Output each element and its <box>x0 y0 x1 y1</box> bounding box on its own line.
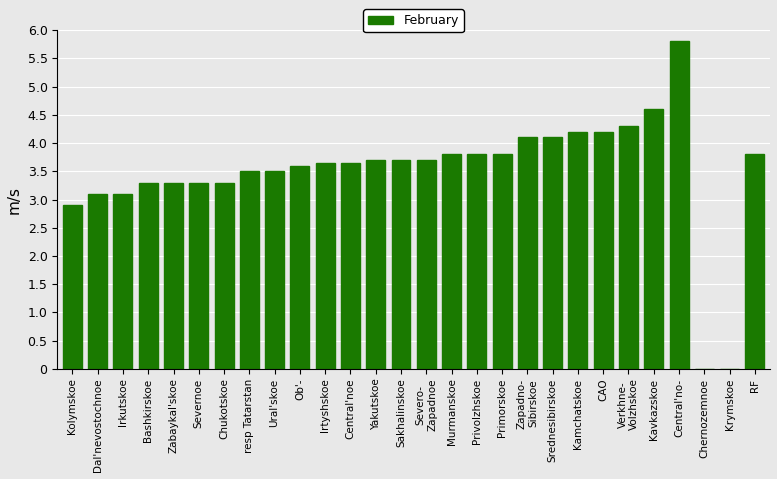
Y-axis label: m/s: m/s <box>7 185 22 214</box>
Bar <box>543 137 562 369</box>
Bar <box>190 182 208 369</box>
Bar <box>392 160 410 369</box>
Bar <box>569 132 587 369</box>
Bar <box>214 182 234 369</box>
Bar <box>518 137 537 369</box>
Bar <box>670 42 688 369</box>
Bar <box>291 166 309 369</box>
Bar <box>493 154 511 369</box>
Bar <box>341 163 360 369</box>
Bar <box>467 154 486 369</box>
Bar <box>164 182 183 369</box>
Bar <box>315 163 335 369</box>
Bar <box>644 109 664 369</box>
Bar <box>265 171 284 369</box>
Bar <box>139 182 158 369</box>
Bar <box>442 154 461 369</box>
Bar <box>88 194 107 369</box>
Bar <box>366 160 385 369</box>
Bar <box>594 132 613 369</box>
Bar <box>113 194 132 369</box>
Legend: February: February <box>364 10 464 33</box>
Bar <box>745 154 765 369</box>
Bar <box>240 171 259 369</box>
Bar <box>416 160 436 369</box>
Bar <box>63 205 82 369</box>
Bar <box>619 126 638 369</box>
